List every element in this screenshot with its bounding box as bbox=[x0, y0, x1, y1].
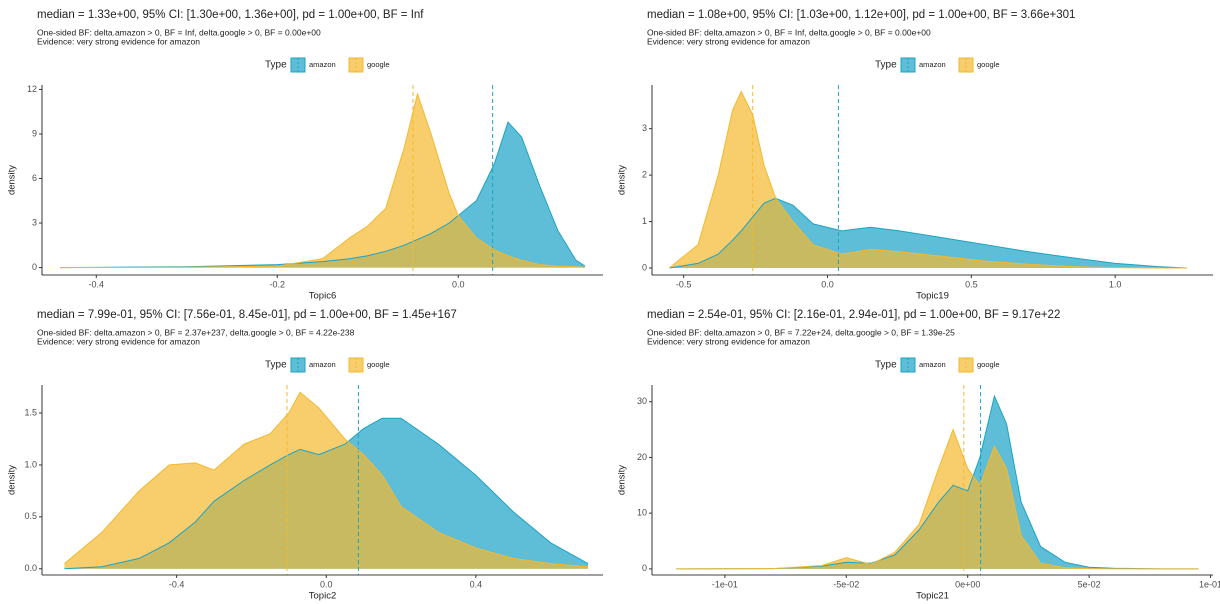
density-area bbox=[669, 91, 1188, 269]
y-tick-label: 0.5 bbox=[24, 511, 37, 521]
density-area bbox=[676, 429, 1199, 569]
y-tick-label: 0 bbox=[32, 262, 37, 272]
x-tick-label: 5e-02 bbox=[1078, 579, 1101, 589]
legend-key bbox=[958, 357, 974, 373]
y-tick-label: 0 bbox=[642, 262, 647, 272]
legend-label: amazon bbox=[309, 60, 336, 69]
x-axis-label: Topic6 bbox=[309, 291, 336, 302]
y-tick-label: 30 bbox=[637, 396, 647, 406]
density-line bbox=[60, 121, 586, 269]
legend-label: amazon bbox=[309, 360, 336, 369]
y-tick-label: 6 bbox=[32, 173, 37, 183]
density-line bbox=[669, 197, 1188, 269]
legend-label: google bbox=[367, 60, 390, 69]
density-area bbox=[64, 392, 588, 569]
x-tick-label: 0.0 bbox=[821, 279, 834, 289]
legend-key bbox=[348, 57, 364, 73]
y-tick-label: 2 bbox=[642, 169, 647, 179]
y-tick-label: 12 bbox=[27, 84, 37, 94]
legend-label: google bbox=[977, 360, 1000, 369]
x-tick-label: 1.0 bbox=[1109, 279, 1122, 289]
legend-key bbox=[900, 57, 916, 73]
x-tick-label: -0.4 bbox=[169, 579, 185, 589]
subtitle: One-sided BF: delta.amazon > 0, BF = Inf… bbox=[647, 27, 931, 37]
chart-title: median = 2.54e-01, 95% CI: [2.16e-01, 2.… bbox=[647, 309, 1060, 321]
y-axis-label: density bbox=[7, 165, 18, 195]
annotation: Evidence: very strong evidence for amazo… bbox=[37, 336, 200, 346]
x-tick-label: 0e+00 bbox=[955, 579, 980, 589]
x-tick-label: -1e-01 bbox=[712, 579, 738, 589]
density-line bbox=[676, 428, 1199, 570]
legend-key bbox=[900, 357, 916, 373]
legend-title: Type bbox=[875, 60, 897, 71]
annotation: Evidence: very strong evidence for amazo… bbox=[647, 336, 810, 346]
y-tick-label: 3 bbox=[32, 217, 37, 227]
y-tick-label: 0 bbox=[642, 563, 647, 573]
y-tick-label: 1 bbox=[642, 216, 647, 226]
y-tick-label: 10 bbox=[637, 508, 647, 518]
x-tick-label: -0.2 bbox=[270, 279, 286, 289]
legend-title: Type bbox=[265, 360, 287, 371]
x-tick-label: 0.5 bbox=[965, 279, 978, 289]
chart-title: median = 7.99e-01, 95% CI: [7.56e-01, 8.… bbox=[37, 309, 457, 321]
x-axis-label: Topic21 bbox=[916, 591, 949, 602]
legend-label: amazon bbox=[919, 60, 946, 69]
x-tick-label: 0.0 bbox=[452, 279, 465, 289]
x-tick-label: -0.5 bbox=[676, 279, 692, 289]
y-tick-label: 1.5 bbox=[24, 407, 37, 417]
y-tick-label: 0.0 bbox=[24, 563, 37, 573]
legend-key bbox=[958, 57, 974, 73]
x-tick-label: -0.4 bbox=[89, 279, 105, 289]
x-tick-label: 0.4 bbox=[470, 579, 483, 589]
density-area bbox=[60, 122, 585, 268]
legend-label: google bbox=[367, 360, 390, 369]
annotation: Evidence: very strong evidence for amazo… bbox=[647, 36, 810, 46]
legend-key bbox=[348, 357, 364, 373]
y-tick-label: 1.0 bbox=[24, 459, 37, 469]
x-tick-label: -5e-02 bbox=[833, 579, 859, 589]
legend-title: Type bbox=[875, 360, 897, 371]
legend-title: Type bbox=[265, 60, 287, 71]
x-tick-label: 1e-01 bbox=[1199, 579, 1220, 589]
y-tick-label: 9 bbox=[32, 128, 37, 138]
x-tick-label: 0.0 bbox=[320, 579, 333, 589]
density-line bbox=[64, 391, 589, 568]
legend-label: amazon bbox=[919, 360, 946, 369]
x-axis-label: Topic19 bbox=[916, 291, 949, 302]
legend-label: google bbox=[977, 60, 1000, 69]
y-axis-label: density bbox=[7, 465, 18, 495]
y-axis-label: density bbox=[617, 165, 628, 195]
density-area bbox=[60, 93, 585, 268]
legend-key bbox=[290, 57, 306, 73]
subtitle: One-sided BF: delta.amazon > 0, BF = Inf… bbox=[37, 27, 321, 37]
y-tick-label: 3 bbox=[642, 123, 647, 133]
legend-key bbox=[290, 357, 306, 373]
density-line bbox=[64, 417, 589, 570]
y-axis-label: density bbox=[617, 465, 628, 495]
chart-title: median = 1.08e+00, 95% CI: [1.03e+00, 1.… bbox=[647, 9, 1075, 21]
subtitle: One-sided BF: delta.amazon > 0, BF = 7.2… bbox=[647, 327, 955, 337]
density-line bbox=[676, 394, 1199, 570]
subtitle: One-sided BF: delta.amazon > 0, BF = 2.3… bbox=[37, 327, 355, 337]
annotation: Evidence: very strong evidence for amazo… bbox=[37, 36, 200, 46]
density-line bbox=[60, 92, 585, 269]
density-line bbox=[668, 90, 1188, 269]
x-axis-label: Topic2 bbox=[309, 591, 336, 602]
y-tick-label: 20 bbox=[637, 452, 647, 462]
chart-title: median = 1.33e+00, 95% CI: [1.30e+00, 1.… bbox=[37, 9, 424, 21]
